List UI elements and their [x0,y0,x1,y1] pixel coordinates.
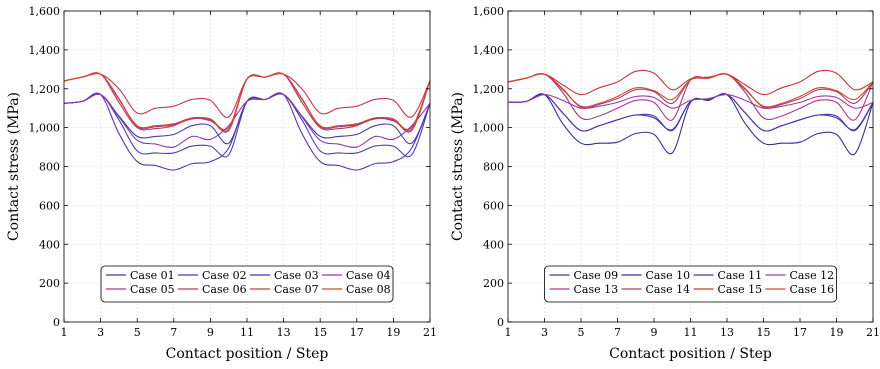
legend-label: Case 04 [346,269,391,282]
x-tick-label: 5 [578,326,585,339]
x-tick-label: 7 [170,326,177,339]
legend: Case 09 Case 10 Case 11 Case 12 Case 13 Case … [545,266,837,302]
legend-label: Case 15 [718,283,763,296]
y-tick-label: 1,600 [29,5,61,18]
y-tick-label: 600 [39,199,60,212]
x-tick-label: 11 [240,326,254,339]
x-tick-label: 9 [207,326,214,339]
x-tick-label: 19 [830,326,844,339]
legend-label: Case 16 [790,283,835,296]
x-tick-label: 1 [505,326,512,339]
legend: Case 01 Case 02 Case 03 Case 04 Case 05 Case … [101,266,393,302]
legend-label: Case 10 [646,269,691,282]
x-axis-title: Contact position / Step [609,346,772,362]
x-tick-label: 13 [277,326,291,339]
legend-label: Case 08 [346,283,391,296]
legend-label: Case 05 [130,283,175,296]
y-tick-label: 200 [39,277,60,290]
x-tick-label: 13 [720,326,734,339]
legend-label: Case 07 [274,283,319,296]
y-tick-label: 0 [497,316,504,329]
y-tick-label: 200 [483,277,504,290]
legend-label: Case 14 [646,283,691,296]
x-tick-label: 15 [313,326,327,339]
legend-label: Case 13 [574,283,619,296]
legend-label: Case 02 [202,269,247,282]
x-tick-label: 1 [61,326,68,339]
x-tick-label: 21 [423,326,437,339]
legend-label: Case 03 [274,269,319,282]
x-tick-label: 9 [651,326,658,339]
legend-label: Case 01 [130,269,175,282]
x-tick-label: 15 [757,326,771,339]
y-tick-label: 0 [53,316,60,329]
x-tick-label: 17 [793,326,807,339]
y-tick-label: 800 [483,161,504,174]
y-tick-label: 1,000 [29,122,61,135]
y-tick-label: 400 [39,238,60,251]
x-tick-label: 11 [684,326,698,339]
y-tick-label: 1,200 [29,83,61,96]
y-tick-label: 600 [483,199,504,212]
x-tick-label: 17 [350,326,364,339]
y-tick-label: 1,200 [473,83,505,96]
x-tick-label: 21 [866,326,880,339]
y-axis-title: Contact stress (MPa) [6,92,22,241]
y-tick-label: 1,600 [473,5,505,18]
x-tick-label: 7 [614,326,621,339]
x-axis-title: Contact position / Step [166,346,329,362]
y-axis-title: Contact stress (MPa) [450,92,466,241]
y-tick-label: 800 [39,161,60,174]
x-tick-label: 5 [134,326,141,339]
x-tick-label: 3 [541,326,548,339]
y-tick-label: 400 [483,238,504,251]
legend-label: Case 11 [718,269,763,282]
x-tick-label: 3 [97,326,104,339]
y-tick-label: 1,400 [29,44,61,57]
x-tick-label: 19 [386,326,400,339]
y-tick-label: 1,000 [473,122,505,135]
y-tick-label: 1,400 [473,44,505,57]
legend-label: Case 12 [790,269,835,282]
legend-label: Case 09 [574,269,619,282]
legend-label: Case 06 [202,283,247,296]
